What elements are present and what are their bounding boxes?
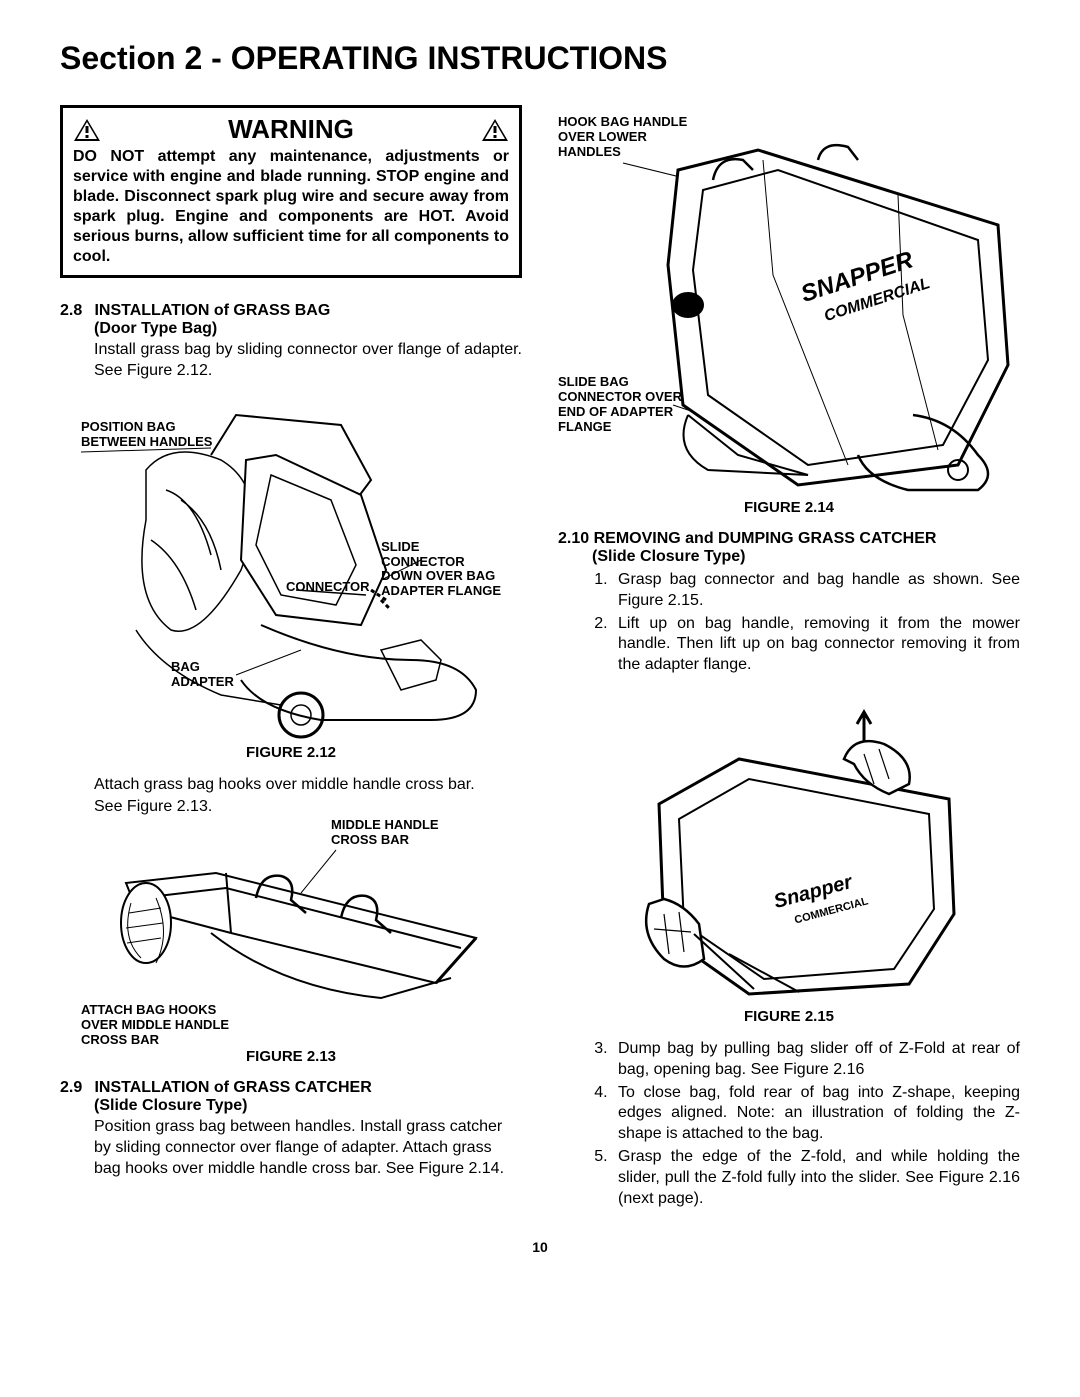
warning-body: DO NOT attempt any maintenance, adjustme…	[73, 147, 509, 267]
s29-title2: (Slide Closure Type)	[94, 1097, 248, 1114]
s28-para2: Attach grass bag hooks over middle handl…	[60, 775, 522, 796]
page-number: 10	[60, 1239, 1020, 1255]
figure-2-12: POSITION BAG BETWEEN HANDLES SLIDE CONNE…	[60, 400, 522, 740]
s210-step1: Grasp bag connector and bag handle as sh…	[612, 570, 1020, 612]
fig212-caption: FIGURE 2.12	[60, 744, 522, 761]
callout-slide-bag: SLIDE BAG CONNECTOR OVER END OF ADAPTER …	[558, 375, 682, 435]
s210-steps-345: Dump bag by pulling bag slider off of Z-…	[592, 1039, 1020, 1209]
left-column: WARNING DO NOT attempt any maintenance, …	[60, 105, 522, 1211]
callout-hook-handle: HOOK BAG HANDLE OVER LOWER HANDLES	[558, 115, 687, 160]
callout-bag-adapter: BAG ADAPTER	[171, 660, 234, 690]
callout-position-bag: POSITION BAG BETWEEN HANDLES	[81, 420, 212, 450]
s28-num: 2.8	[60, 302, 90, 320]
fig215-caption: FIGURE 2.15	[558, 1008, 1020, 1025]
figure-2-15: Snapper COMMERCIAL	[558, 704, 1020, 1004]
s210-title1: REMOVING and DUMPING GRASS CATCHER	[594, 530, 937, 547]
right-column: HOOK BAG HANDLE OVER LOWER HANDLES SLIDE…	[558, 105, 1020, 1211]
s28-para3: See Figure 2.13.	[94, 797, 522, 818]
s210-step4: To close bag, fold rear of bag into Z-sh…	[612, 1083, 1020, 1145]
page: Section 2 - OPERATING INSTRUCTIONS WARNI…	[0, 0, 1080, 1285]
two-column-layout: WARNING DO NOT attempt any maintenance, …	[60, 105, 1020, 1211]
s210-step3: Dump bag by pulling bag slider off of Z-…	[612, 1039, 1020, 1081]
s29-num: 2.9	[60, 1079, 90, 1097]
fig214-caption: FIGURE 2.14	[558, 499, 1020, 516]
s29-body: Position grass bag between handles. Inst…	[94, 1117, 522, 1179]
s210-step5: Grasp the edge of the Z-fold, and while …	[612, 1147, 1020, 1209]
s28-body: Install grass bag by sliding connector o…	[94, 340, 522, 382]
fig213-caption: FIGURE 2.13	[60, 1048, 522, 1065]
s210-step2: Lift up on bag handle, removing it from …	[612, 614, 1020, 676]
warning-box: WARNING DO NOT attempt any maintenance, …	[60, 105, 522, 278]
s210-num: 2.10	[558, 530, 589, 547]
s210-steps-12: Grasp bag connector and bag handle as sh…	[592, 570, 1020, 676]
s29-title1: INSTALLATION of GRASS CATCHER	[94, 1079, 371, 1096]
warning-title: WARNING	[101, 114, 481, 145]
s210-title2: (Slide Closure Type)	[592, 548, 746, 565]
callout-connector: CONNECTOR	[286, 580, 370, 595]
warning-header: WARNING	[73, 114, 509, 145]
s210-heading: 2.10 REMOVING and DUMPING GRASS CATCHER …	[558, 530, 1020, 566]
warning-triangle-icon	[481, 118, 509, 142]
callout-middle-handle: MIDDLE HANDLE CROSS BAR	[331, 818, 439, 848]
callout-slide-connector: SLIDE CONNECTOR DOWN OVER BAG ADAPTER FL…	[381, 540, 501, 600]
s29-heading: 2.9 INSTALLATION of GRASS CATCHER (Slide…	[94, 1079, 522, 1115]
figure-2-13: MIDDLE HANDLE CROSS BAR ATTACH BAG HOOKS…	[60, 818, 522, 1048]
figure-2-14-illustration: SNAPPER COMMERCIAL	[558, 115, 1018, 495]
section-title: Section 2 - OPERATING INSTRUCTIONS	[60, 40, 1020, 77]
warning-triangle-icon	[73, 118, 101, 142]
figure-2-14: HOOK BAG HANDLE OVER LOWER HANDLES SLIDE…	[558, 115, 1020, 495]
figure-2-15-illustration: Snapper COMMERCIAL	[609, 704, 969, 1004]
s28-title2: (Door Type Bag)	[94, 320, 217, 337]
callout-attach-hooks: ATTACH BAG HOOKS OVER MIDDLE HANDLE CROS…	[81, 1003, 229, 1048]
s28-heading: 2.8 INSTALLATION of GRASS BAG (Door Type…	[94, 302, 522, 338]
s28-title1: INSTALLATION of GRASS BAG	[94, 302, 330, 319]
